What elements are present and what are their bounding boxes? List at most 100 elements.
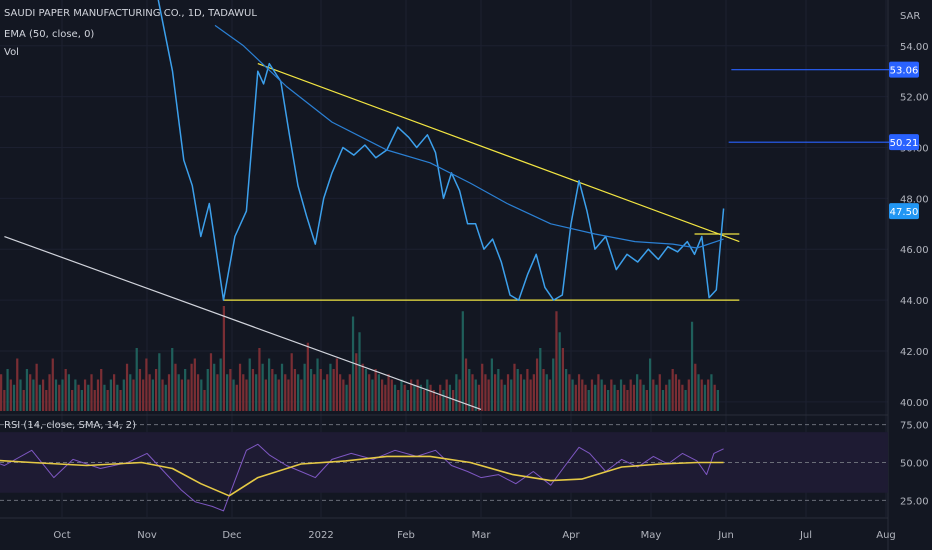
volume-bar	[648, 358, 652, 411]
volume-bar	[707, 379, 710, 411]
volume-bar	[145, 358, 148, 411]
time-tick-label: Aug	[876, 530, 896, 541]
volume-bar	[410, 379, 413, 411]
volume-bar	[122, 379, 125, 411]
volume-bar	[565, 369, 568, 411]
volume-bar	[242, 374, 245, 411]
volume-bar	[497, 369, 500, 411]
rsi-tick-label: 75.00	[900, 421, 929, 432]
volume-bar	[174, 363, 177, 411]
volume-bar	[439, 384, 442, 411]
long-downtrend	[4, 235, 482, 411]
volume-bar	[597, 374, 600, 411]
drawing-lines	[4, 63, 897, 411]
volume-bar	[610, 379, 613, 411]
volume-bar	[658, 374, 661, 411]
volume-bar	[623, 384, 626, 411]
volume-bar	[41, 379, 45, 411]
volume-bar	[177, 374, 180, 411]
volume-bar	[300, 379, 303, 411]
volume-bar	[542, 369, 545, 411]
time-tick-label: May	[641, 530, 662, 541]
volume-bar	[697, 374, 700, 411]
volume-bar	[61, 379, 64, 411]
volume-bar	[607, 390, 610, 411]
time-axis[interactable]: Oct Nov Dec 2022 Feb Mar Apr May Jun Jul Aug	[53, 530, 895, 541]
volume-bar	[342, 379, 345, 411]
volume-bar	[516, 369, 519, 411]
volume-bar	[313, 374, 316, 411]
price-tick-label: 54.00	[900, 42, 929, 53]
price-tick-label: 52.00	[900, 93, 929, 104]
volume-bar	[477, 384, 481, 411]
volume-bar	[64, 369, 67, 411]
volume-bar	[245, 379, 248, 411]
volume-bar	[703, 384, 707, 411]
volume-bar	[277, 379, 280, 411]
volume-bar	[158, 353, 161, 411]
volume-bar	[161, 379, 164, 411]
volume-bar	[387, 374, 390, 411]
volume-bar	[319, 369, 322, 411]
price-axis[interactable]: SAR 54.00 52.00 50.00 48.00 46.00 44.00 42.00 40…	[900, 11, 929, 507]
volume-bar	[377, 374, 380, 411]
volume-bar	[694, 363, 697, 411]
volume-bar	[616, 390, 619, 411]
volume-bar	[96, 379, 100, 411]
volume-bar	[335, 358, 339, 411]
volume-bar	[713, 384, 716, 411]
volume-bar	[3, 390, 6, 411]
volume-bar	[481, 363, 484, 411]
volume-bar	[632, 384, 636, 411]
volume-bar	[358, 332, 361, 411]
volume-bar	[684, 390, 687, 411]
volume-bar	[184, 369, 187, 411]
volume-bar	[639, 379, 642, 411]
symbol-title[interactable]: SAUDI PAPER MANUFACTURING CO., 1D, TADAW…	[4, 8, 257, 19]
volume-bar	[403, 384, 406, 411]
volume-bar	[193, 358, 196, 411]
volume-bar	[200, 379, 203, 411]
volume-bar	[555, 311, 558, 411]
volume-bar	[164, 384, 167, 411]
volume-bar	[326, 374, 329, 411]
volume-bar	[442, 390, 445, 411]
volume-bar	[558, 332, 561, 411]
rsi-pane	[0, 424, 888, 512]
volume-bar	[506, 374, 510, 411]
volume-bar	[113, 374, 116, 411]
volume-bar	[190, 363, 193, 411]
volume-bar	[19, 379, 22, 411]
time-tick-label: Jul	[799, 530, 812, 541]
volume-bar	[500, 379, 503, 411]
volume-bar	[77, 384, 80, 411]
volume-bar	[471, 374, 474, 411]
volume-bar	[316, 358, 319, 411]
volume-bar	[619, 379, 623, 411]
volume-bar	[461, 311, 464, 411]
volume-bar	[590, 379, 594, 411]
ema-legend[interactable]: EMA (50, close, 0)	[4, 29, 95, 40]
volume-bar	[581, 379, 584, 411]
volume-bar	[48, 374, 51, 411]
volume-bar	[406, 390, 410, 411]
volume-bar	[25, 369, 29, 411]
rsi-tick-label: 50.00	[900, 458, 929, 469]
volume-bar	[380, 379, 384, 411]
volume-bar	[255, 374, 258, 411]
volume-bar	[474, 379, 477, 411]
volume-bar	[71, 390, 74, 411]
volume-bar	[116, 384, 119, 411]
volume-bar	[594, 384, 597, 411]
currency-label: SAR	[900, 11, 920, 22]
volume-bar	[571, 379, 574, 411]
volume-legend[interactable]: Vol	[4, 47, 19, 58]
volume-bar	[452, 390, 455, 411]
volume-bar	[100, 369, 103, 411]
volume-bar	[38, 384, 41, 411]
volume-bar	[600, 379, 603, 411]
rsi-legend[interactable]: RSI (14, close, SMA, 14, 2)	[4, 420, 137, 431]
volume-bar	[532, 374, 535, 411]
price-tick-label: 40.00	[900, 398, 929, 409]
